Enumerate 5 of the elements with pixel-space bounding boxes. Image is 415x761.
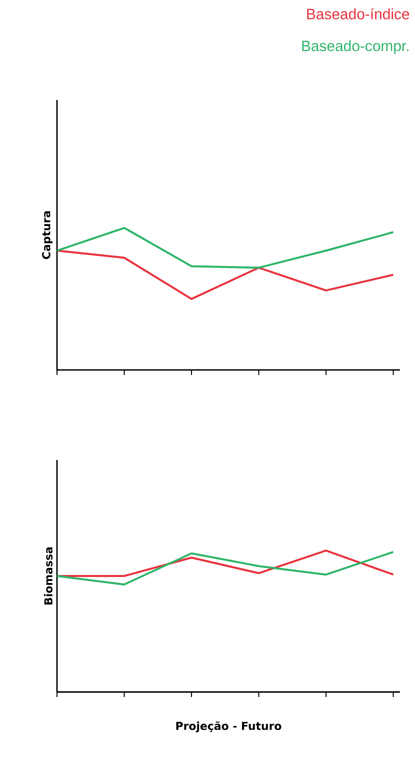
text: Baseado-compr.: [302, 40, 408, 54]
y-axis-title: Captura: [42, 211, 52, 260]
x-axis-title: Projeção - Futuro: [176, 721, 282, 732]
y-axis-title: Biomassa: [44, 547, 52, 604]
text: Baseado-índice: [307, 8, 410, 20]
